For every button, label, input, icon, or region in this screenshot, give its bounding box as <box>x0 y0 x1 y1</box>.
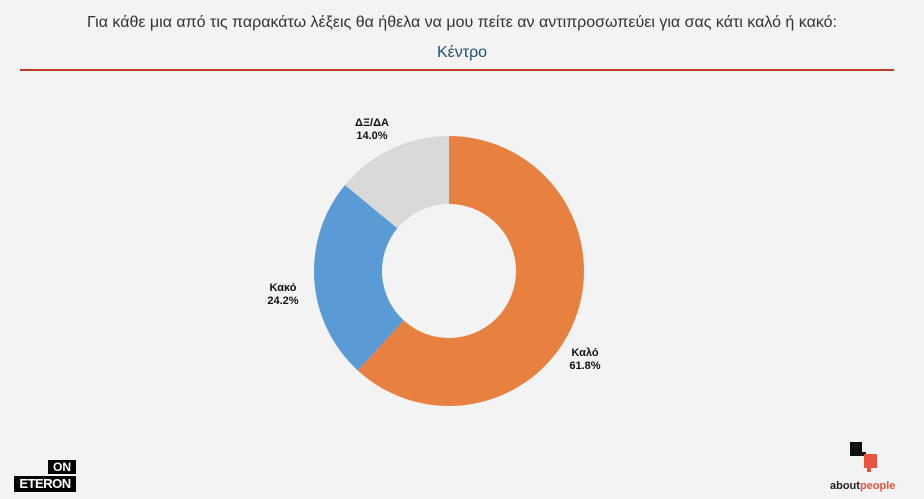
title-divider <box>20 69 894 71</box>
aboutpeople-logo: aboutpeople <box>830 442 916 494</box>
slice-value-2: 24.2% <box>267 295 298 307</box>
slice-label-2: Κακό <box>270 282 297 294</box>
chart-subtitle: Κέντρο <box>436 44 488 61</box>
eteron-logo-on: ON <box>48 460 76 474</box>
aboutpeople-logo-text: aboutpeople <box>830 480 895 492</box>
eteron-logo-text: ETERON <box>14 476 76 492</box>
aboutpeople-logo-mark <box>850 442 877 472</box>
slice-label-1: Καλό <box>571 347 598 359</box>
slice-value-1: 61.8% <box>569 360 600 372</box>
aboutpeople-logo-people: people <box>859 480 896 492</box>
donut-slice-2 <box>313 184 404 371</box>
donut-slice-1 <box>357 136 584 406</box>
aboutpeople-logo-about: about <box>830 480 860 492</box>
donut-slice-3 <box>344 136 449 229</box>
slice-label-3: ΔΞ/ΔΑ <box>355 117 389 129</box>
eteron-logo: ON ETERON <box>14 460 76 494</box>
question-text: Για κάθε μια από τις παρακάτω λέξεις θα … <box>87 14 837 31</box>
slice-value-3: 14.0% <box>356 130 387 142</box>
